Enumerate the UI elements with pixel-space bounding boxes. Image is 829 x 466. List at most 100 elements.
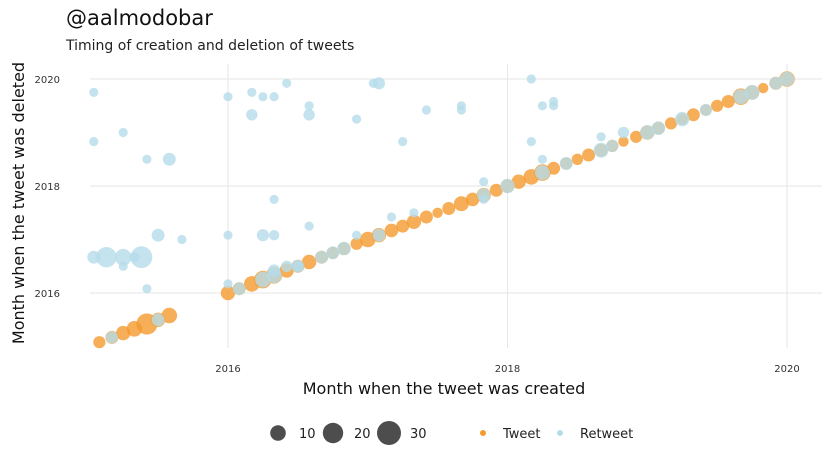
tweet-point [93, 336, 106, 349]
retweet-point [89, 137, 99, 147]
tweet-point [442, 202, 456, 215]
data-points [87, 71, 795, 349]
y-axis-title: Month when the tweet was deleted [9, 62, 28, 344]
retweet-point [266, 267, 282, 284]
retweet-point [282, 78, 292, 88]
legend: 10 20 30 Tweet Retweet [270, 421, 633, 445]
retweet-point [372, 77, 385, 90]
retweet-point [559, 157, 573, 170]
grid-lines [90, 64, 822, 348]
retweet-point [500, 178, 515, 194]
tweet-point [711, 99, 724, 112]
retweet-point [114, 248, 132, 266]
tweet-point [630, 130, 643, 143]
tweet-point [547, 161, 561, 175]
tweet-point [721, 95, 735, 108]
retweet-point [537, 101, 548, 111]
x-axis-title: Month when the tweet was created [303, 379, 586, 398]
tweet-point [396, 219, 410, 233]
retweet-point [142, 154, 152, 164]
retweet-point [409, 208, 419, 218]
tweet-point [686, 108, 700, 122]
retweet-point [744, 84, 760, 100]
retweet-point [256, 229, 269, 242]
retweet-point [352, 114, 362, 124]
retweet-point [386, 212, 397, 222]
tweet-point [758, 82, 769, 94]
retweet-point [162, 152, 176, 166]
retweet-point [337, 241, 351, 256]
y-tick-label: 2020 [35, 75, 60, 86]
retweet-point [304, 101, 314, 111]
retweet-point [779, 71, 795, 87]
retweet-point [281, 260, 293, 272]
y-tick-label: 2018 [35, 182, 60, 193]
x-tick-label: 2016 [215, 364, 240, 375]
tweet-point [432, 207, 443, 218]
size-legend-key [270, 425, 286, 441]
tweet-point [301, 254, 317, 270]
tweet-legend-label: Tweet [502, 427, 541, 442]
retweet-point [258, 92, 268, 102]
tweet-point [419, 210, 433, 224]
y-tick-label: 2016 [35, 289, 60, 300]
retweet-legend-label: Retweet [580, 427, 633, 442]
size-legend-key [377, 421, 401, 445]
retweet-point [606, 139, 619, 152]
retweet-point [151, 313, 165, 327]
retweet-point [617, 126, 630, 139]
retweet-point [223, 230, 233, 240]
retweet-point [105, 331, 119, 344]
tweet-point [384, 223, 399, 238]
retweet-point [303, 109, 315, 121]
retweet-point [526, 74, 536, 84]
retweet-point [269, 92, 279, 102]
retweet-point [421, 105, 431, 115]
tweet-point [618, 136, 629, 147]
retweet-point [526, 137, 536, 147]
retweet-point [96, 247, 117, 268]
size-legend-label: 10 [299, 427, 316, 442]
retweet-point [268, 230, 280, 241]
retweet-point [151, 228, 165, 242]
retweet-point [326, 246, 340, 260]
tweet-point [465, 192, 480, 207]
retweet-point [223, 279, 233, 289]
tweet-point [453, 196, 469, 212]
axis-ticks: 2016 2018 2020 2016 2018 2020 [35, 75, 800, 375]
retweet-point [534, 165, 550, 181]
retweet-point [177, 234, 187, 245]
retweet-point [479, 177, 489, 187]
tweet-point [220, 285, 236, 301]
x-tick-label: 2018 [495, 364, 520, 375]
size-legend-label: 30 [410, 427, 427, 442]
retweet-point [118, 127, 128, 138]
retweet-point [769, 76, 783, 90]
retweet-point [232, 282, 246, 296]
tweet-legend-key [480, 430, 486, 436]
retweet-point [315, 250, 329, 264]
tweet-point [489, 183, 503, 197]
retweet-point [593, 142, 609, 158]
retweet-point [246, 109, 258, 121]
retweet-point [537, 154, 548, 164]
tweet-point [350, 237, 363, 250]
retweet-point [549, 101, 559, 111]
retweet-point [456, 105, 466, 115]
tweet-point [571, 153, 584, 165]
retweet-point [223, 92, 233, 102]
retweet-legend-key [557, 430, 563, 436]
retweet-point [640, 125, 655, 140]
size-legend-key [322, 422, 344, 444]
retweet-point [476, 188, 491, 202]
tweet-point [161, 307, 178, 324]
tweet-point [582, 148, 596, 162]
chart-subtitle: Timing of creation and deletion of tweet… [66, 38, 355, 54]
x-tick-label: 2020 [774, 364, 799, 375]
retweet-point [699, 103, 713, 117]
retweet-point [651, 121, 666, 135]
chart-title: @aalmodobar [66, 6, 213, 30]
retweet-point [130, 246, 153, 269]
size-legend-label: 20 [354, 427, 371, 442]
